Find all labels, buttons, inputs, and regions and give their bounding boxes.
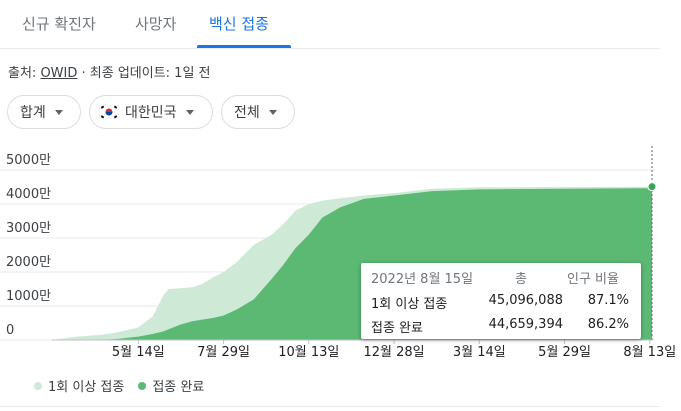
chart-tooltip: 2022년 8월 15일 총 인구 비율 1회 이상 접종 45,096,088… (361, 263, 641, 339)
y-tick-label: 4000만 (6, 187, 51, 202)
source-prefix: 출처: (8, 66, 41, 81)
chevron-down-icon (185, 109, 194, 115)
y-tick-label: 5000만 (6, 153, 51, 168)
range-dropdown[interactable]: 전체 (221, 95, 295, 129)
x-tick-label: 3월 14일 (453, 345, 506, 360)
korea-flag-icon (99, 105, 119, 119)
tab-new-cases[interactable]: 신규 확진자 (22, 15, 96, 33)
chart-legend: 1회 이상 접종 접종 완료 (34, 376, 204, 395)
chevron-down-icon (54, 109, 63, 115)
x-tick-label: 8월 13일 (623, 345, 676, 360)
legend-label-fully-vaccinated: 접종 완료 (152, 380, 205, 395)
last-updated-text: · 최종 업데이트: 1일 전 (77, 66, 211, 81)
y-tick-label: 3000만 (6, 221, 51, 236)
x-tick-label: 10월 13일 (278, 345, 339, 360)
tooltip-row-total: 44,659,394 (488, 317, 563, 332)
tooltip-ratio-header: 인구 비율 (567, 272, 619, 287)
legend-swatch-fully-vaccinated (138, 381, 147, 390)
tooltip-row-ratio: 86.2% (587, 317, 629, 332)
tab-vaccination[interactable]: 백신 접종 (209, 15, 269, 33)
aggregate-dropdown[interactable]: 합계 (7, 95, 81, 129)
y-tick-label: 1000만 (6, 289, 51, 304)
tooltip-row-label: 1회 이상 접종 (371, 297, 448, 312)
x-tick-label: 5월 29일 (538, 345, 591, 360)
source-line: 출처: OWID · 최종 업데이트: 1일 전 (8, 62, 211, 81)
country-label: 대한민국 (125, 105, 177, 121)
tab-deaths[interactable]: 사망자 (135, 15, 177, 33)
tooltip-total-header: 총 (515, 272, 527, 287)
x-tick-label: 12월 28일 (363, 345, 424, 360)
tooltip-date: 2022년 8월 15일 (371, 272, 474, 287)
tooltip-row-ratio: 87.1% (587, 293, 629, 308)
source-link[interactable]: OWID (40, 66, 78, 81)
y-tick-label: 2000만 (6, 255, 51, 270)
y-tick-label: 0 (6, 323, 14, 338)
range-label: 전체 (234, 105, 260, 121)
legend-label-first-dose: 1회 이상 접종 (48, 380, 125, 395)
divider (0, 406, 660, 407)
tab-bar: 신규 확진자 사망자 백신 접종 (0, 0, 660, 49)
active-tab-indicator (197, 45, 291, 48)
tooltip-row-total: 45,096,088 (488, 293, 563, 308)
aggregate-label: 합계 (20, 105, 46, 121)
legend-swatch-first-dose (34, 381, 42, 390)
hover-point (647, 182, 657, 192)
x-tick-label: 5월 14일 (112, 345, 165, 360)
tooltip-row-label: 접종 완료 (371, 321, 423, 336)
country-dropdown[interactable]: 대한민국 (89, 95, 213, 129)
x-tick-label: 7월 29일 (197, 345, 250, 360)
chevron-down-icon (268, 109, 277, 115)
